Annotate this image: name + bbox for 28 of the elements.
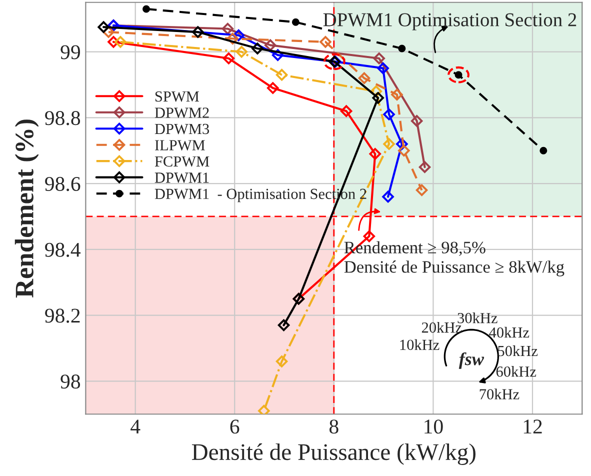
legend-label: ILPWM <box>154 140 205 150</box>
annotation: 30kHz <box>458 312 498 324</box>
legend-label: FCPWM <box>154 156 210 167</box>
legend-label: DPWM1 <box>154 172 209 183</box>
annotation: 60kHz <box>496 366 536 377</box>
x-tick-label: 4 <box>130 420 140 434</box>
y-tick-label: 98.2 <box>45 308 80 323</box>
y-tick-label: 98.6 <box>45 176 80 192</box>
x-tick-label: 8 <box>330 420 338 434</box>
y-tick-label: 99 <box>60 45 80 60</box>
y-tick-label: 98 <box>60 374 80 389</box>
annotation: 20kHz <box>422 322 462 333</box>
legend-label: DPWM3 <box>154 124 210 134</box>
x-tick-label: 12 <box>524 420 542 434</box>
annotation: 50kHz <box>498 345 538 356</box>
legend-label: DPWM2 <box>154 108 209 118</box>
x-axis-title: Densité de Puissance (kW/kg) <box>192 443 476 465</box>
y-tick-label: 98.8 <box>45 111 80 126</box>
x-tick-label: 6 <box>230 420 240 434</box>
annotation: 70kHz <box>480 388 520 400</box>
annotation: 40kHz <box>489 326 530 338</box>
legend-label: SPWM <box>155 91 199 102</box>
annotation: DPWM1 Optimisation Section 2 <box>323 13 576 30</box>
y-tick-label: 98.4 <box>45 242 81 257</box>
y-axis-title: Rendement (%) <box>14 120 39 298</box>
x-tick-label: 10 <box>424 420 443 434</box>
annotation: fsw <box>458 352 484 369</box>
annotation: 10kHz <box>400 339 440 350</box>
